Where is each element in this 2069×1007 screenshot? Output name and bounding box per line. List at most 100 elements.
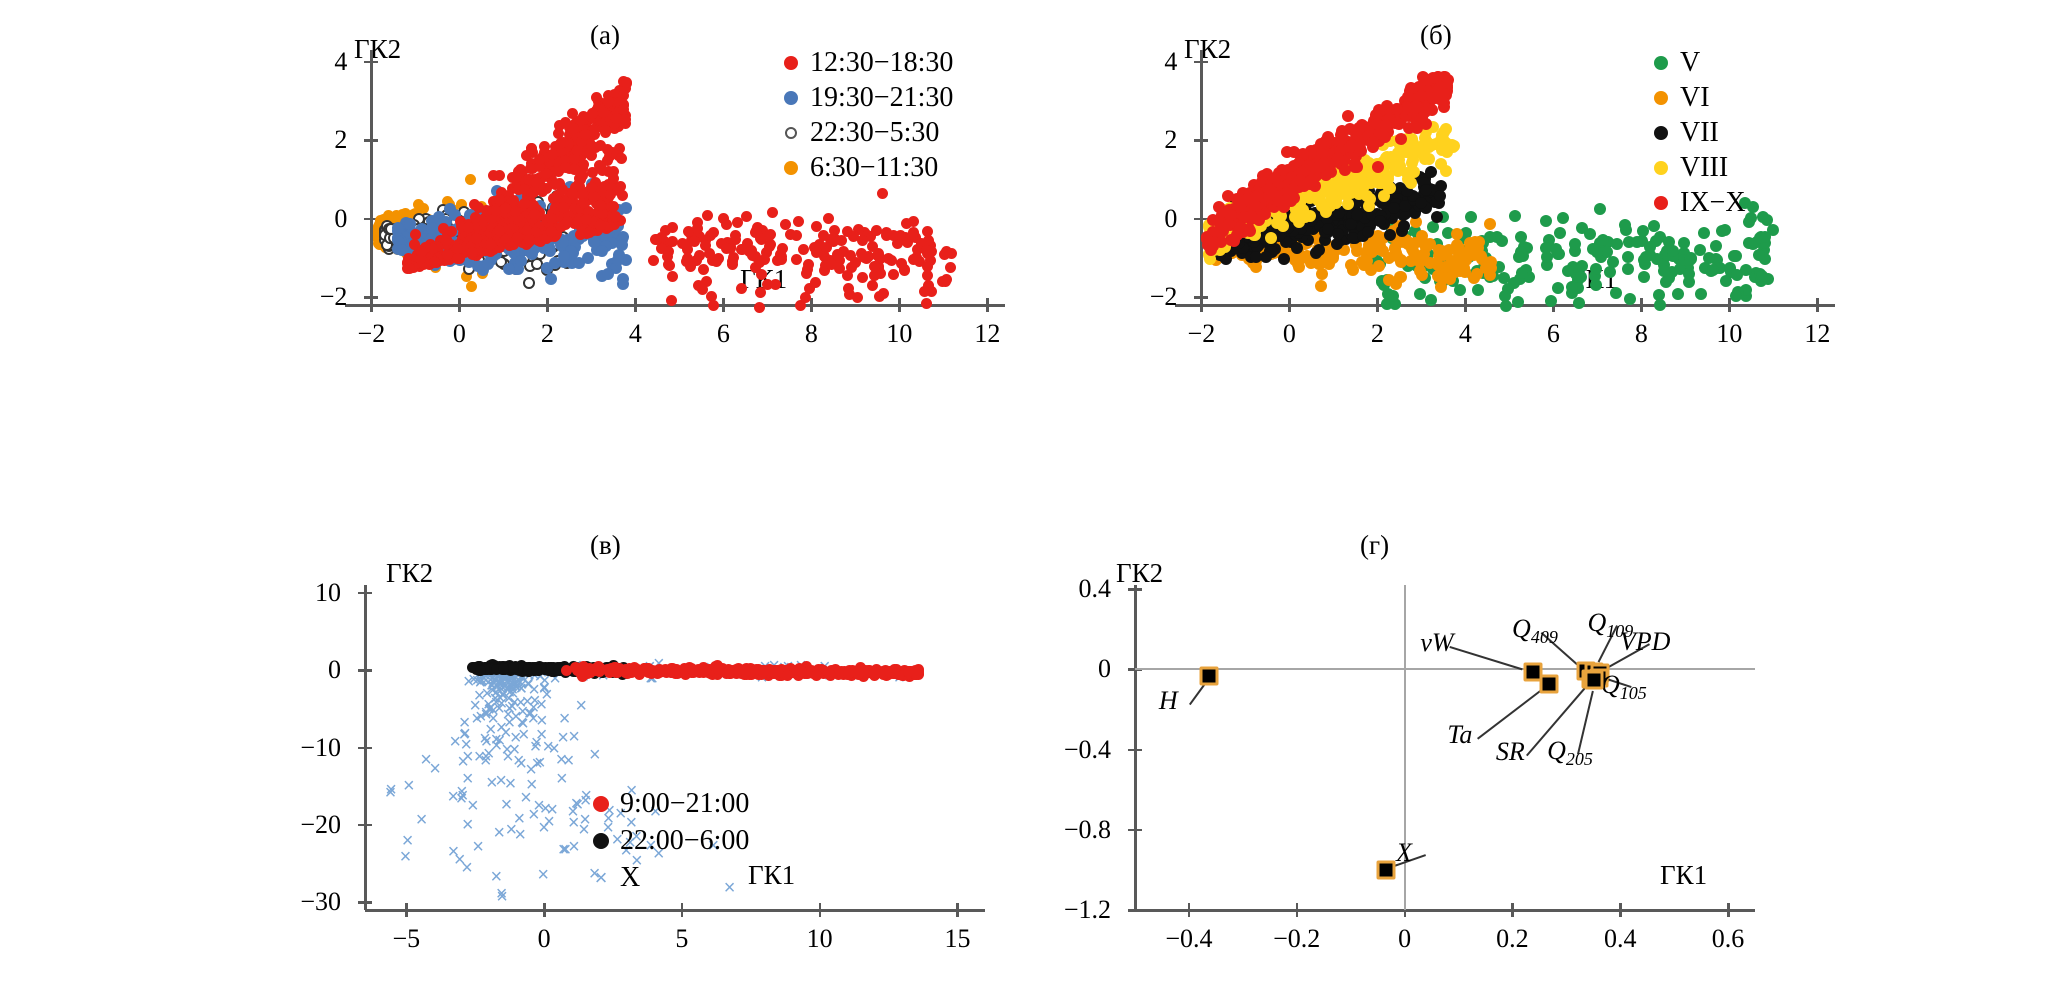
y-tick-mark: [1194, 139, 1209, 142]
data-point: [1351, 208, 1364, 221]
y-axis-line: [1200, 50, 1203, 305]
data-point: [1465, 210, 1478, 223]
legend-item[interactable]: × X: [590, 859, 749, 896]
x-tick-label: −0.2: [1273, 924, 1321, 950]
data-point: [1421, 73, 1434, 86]
y-tick-mark: [1128, 748, 1142, 751]
loading-label-sr: SR: [1495, 736, 1525, 766]
loading-marker-q205[interactable]: [1584, 670, 1604, 690]
data-point: [1464, 236, 1477, 249]
data-point: [1630, 235, 1643, 248]
loading-marker-ta[interactable]: [1539, 674, 1559, 694]
x-tick-mark: [1816, 298, 1819, 312]
data-point: [1593, 203, 1606, 216]
data-point: [1569, 237, 1581, 250]
legend-label: IX−X: [1680, 186, 1746, 218]
data-point: [1304, 209, 1317, 222]
legend-item[interactable]: VIII: [1650, 150, 1746, 185]
legend-label: VIII: [1680, 151, 1729, 183]
x-tick-label: 8: [1634, 319, 1648, 348]
data-point: [781, 669, 793, 681]
loading-marker-x[interactable]: [1376, 860, 1396, 880]
legend-item[interactable]: V: [1650, 45, 1746, 80]
data-point: [440, 234, 452, 246]
x-tick-label: 10: [1716, 319, 1743, 348]
data-point-cross: ×: [403, 774, 415, 797]
data-point: [616, 239, 629, 252]
data-point: [1583, 227, 1596, 240]
legend-item[interactable]: 22:30−5:30: [780, 115, 953, 150]
data-point: [1372, 160, 1385, 173]
data-point: [700, 239, 712, 251]
data-point: [1250, 190, 1263, 203]
y-tick-mark: [1194, 60, 1209, 64]
data-point: [544, 273, 557, 286]
data-point: [945, 262, 957, 274]
legend-item[interactable]: IX−X: [1650, 185, 1746, 220]
data-point: [497, 663, 509, 675]
data-point: [940, 273, 952, 285]
data-point: [555, 137, 567, 149]
data-point: [482, 258, 495, 271]
x-tick-label: −5: [392, 924, 421, 950]
legend-item[interactable]: 6:30−11:30: [780, 150, 953, 185]
legend-item[interactable]: 22:00−6:00: [590, 822, 749, 859]
legend-item[interactable]: 19:30−21:30: [780, 80, 953, 115]
data-point: [1419, 183, 1432, 196]
data-point: [557, 201, 569, 213]
data-point: [1349, 177, 1362, 190]
data-point: [1437, 125, 1450, 138]
data-point: [594, 139, 606, 151]
data-point: [1589, 262, 1602, 275]
data-point-cross: ×: [506, 695, 519, 718]
data-point: [590, 91, 602, 103]
data-point: [1435, 280, 1448, 293]
data-point: [1373, 214, 1386, 227]
data-point-cross: ×: [490, 865, 503, 888]
data-point: [757, 665, 769, 677]
data-point: [1746, 200, 1759, 213]
data-point: [518, 197, 530, 209]
legend-item[interactable]: VI: [1650, 80, 1746, 115]
x-tick-mark: [1511, 903, 1514, 917]
legend-item[interactable]: VII: [1650, 115, 1746, 150]
data-point: [566, 188, 578, 200]
data-point: [372, 230, 384, 242]
x-tick-mark: [458, 298, 461, 312]
legend-item[interactable]: 12:30−18:30: [780, 45, 953, 80]
loading-marker-h[interactable]: [1199, 666, 1219, 686]
y-tick-label: −30: [300, 887, 341, 917]
data-point: [1574, 271, 1587, 283]
data-point: [1413, 288, 1426, 301]
data-point: [372, 223, 384, 235]
data-point: [1446, 140, 1459, 153]
panel-v: (в) ГК2 ГК1 −5 0 5 10 15 10 0 −10 −20 −30 × × × × × × × ×…: [290, 530, 1050, 950]
legend-dot-icon: [1654, 195, 1668, 210]
x-axis-line: [345, 304, 1005, 307]
data-point: [1498, 289, 1511, 302]
x-tick-label: 0.4: [1603, 924, 1637, 950]
x-tick-label: 6: [716, 319, 730, 348]
data-point: [531, 663, 543, 675]
loading-label-q409: Q409: [1512, 614, 1558, 648]
data-point: [568, 122, 580, 134]
legend-item[interactable]: 9:00−21:00: [590, 785, 749, 822]
data-point: [1341, 109, 1354, 122]
data-point: [856, 271, 868, 283]
x-tick-label: 10: [806, 924, 833, 950]
data-point-cross: ×: [399, 846, 412, 868]
data-point-cross: ×: [487, 700, 499, 723]
data-point: [1611, 237, 1624, 250]
x-tick-label: 2: [1370, 319, 1384, 348]
data-point: [1471, 267, 1484, 280]
data-point: [790, 253, 802, 265]
data-point: [1424, 165, 1437, 178]
data-point: [818, 229, 830, 241]
data-point-cross: ×: [528, 690, 541, 713]
data-point: [1619, 218, 1632, 231]
data-point-cross: ×: [568, 725, 580, 748]
y-tick-mark: [364, 296, 379, 299]
legend-dot-icon: [785, 126, 797, 139]
